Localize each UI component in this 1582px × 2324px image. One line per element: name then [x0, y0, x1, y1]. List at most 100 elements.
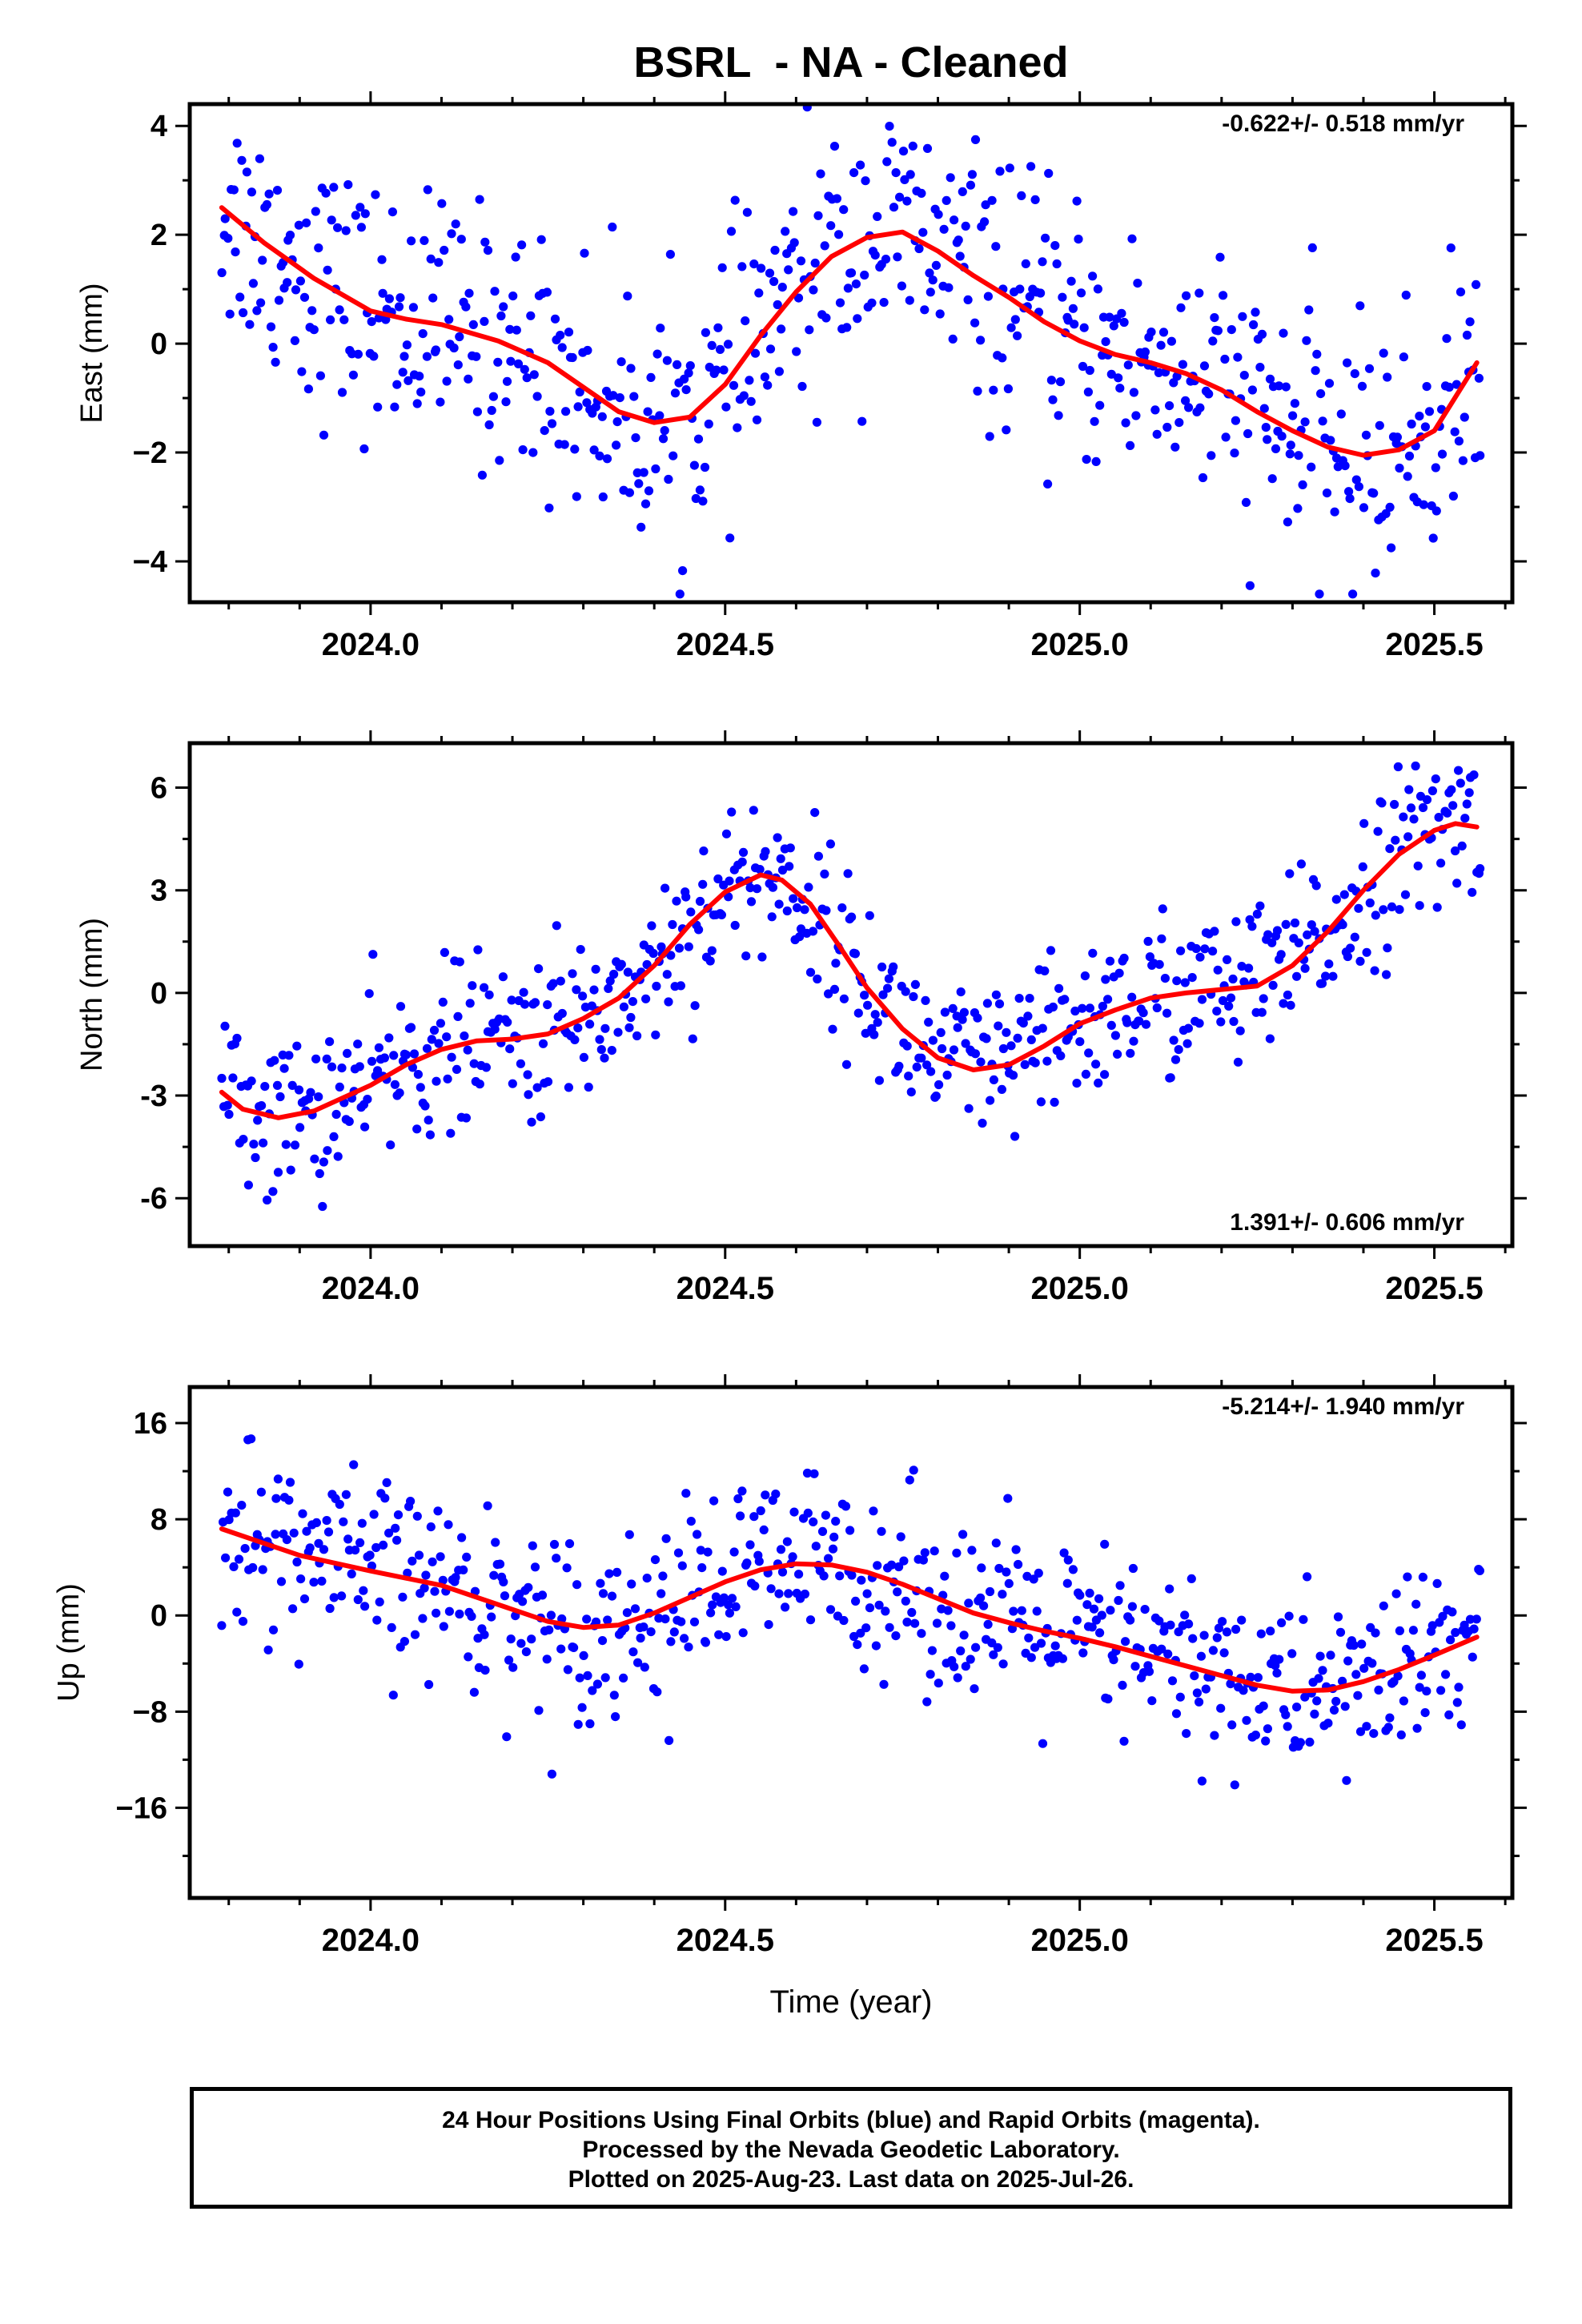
panels: 2024.0 2024.5 2025.0 2025.5 4 2 0 −2 −4 East (mm)…: [52, 91, 1527, 1958]
north-point: [613, 1027, 623, 1037]
north-point: [889, 962, 898, 971]
east-point: [700, 462, 710, 472]
east-point: [658, 434, 669, 444]
north-point: [353, 1039, 363, 1049]
north-point: [355, 1062, 364, 1072]
up-point: [294, 1659, 303, 1669]
east-point: [1220, 354, 1230, 364]
up-point: [247, 1434, 256, 1444]
north-point: [1101, 975, 1110, 984]
up-point: [347, 1569, 356, 1578]
east-point: [701, 328, 711, 337]
east-point: [326, 315, 335, 324]
up-point: [462, 1552, 472, 1562]
east-point: [400, 352, 409, 361]
up-point: [302, 1526, 311, 1536]
up-point: [917, 1629, 926, 1638]
up-point: [922, 1697, 932, 1707]
up-point: [839, 1615, 849, 1626]
up-point: [693, 1530, 702, 1539]
north-point: [978, 1118, 987, 1128]
north-point: [379, 1053, 389, 1063]
north-point: [624, 1023, 634, 1032]
up-x-tick-label: 2024.5: [677, 1923, 774, 1958]
north-point: [757, 952, 767, 962]
east-point: [1385, 502, 1395, 513]
up-point: [1239, 1686, 1248, 1695]
north-point: [1432, 903, 1442, 912]
up-point: [556, 1644, 566, 1654]
up-point: [1469, 1624, 1479, 1634]
north-point: [761, 846, 770, 856]
up-point: [964, 1598, 974, 1608]
up-point: [439, 1622, 448, 1631]
east-point: [631, 433, 640, 443]
up-point: [1038, 1739, 1048, 1748]
north-point: [263, 1195, 272, 1205]
east-point: [1068, 304, 1078, 313]
north-point: [1180, 978, 1190, 987]
up-point: [424, 1679, 434, 1690]
up-point: [1231, 1624, 1241, 1634]
east-point: [1090, 416, 1099, 426]
east-point: [536, 235, 546, 244]
east-point: [897, 281, 906, 291]
north-point: [556, 976, 565, 986]
up-point: [771, 1490, 781, 1499]
east-point: [704, 419, 713, 429]
east-point: [1146, 328, 1156, 337]
up-point: [877, 1526, 886, 1536]
up-point: [1097, 1610, 1106, 1620]
east-point: [495, 456, 504, 465]
north-point: [576, 945, 585, 955]
north-point: [686, 907, 696, 917]
north-point: [507, 995, 516, 1005]
up-point: [1399, 1696, 1408, 1706]
east-point: [291, 285, 301, 295]
north-point: [1145, 952, 1154, 962]
up-point: [530, 1562, 540, 1572]
north-point: [1406, 803, 1416, 813]
north-point: [1233, 1057, 1243, 1067]
up-point: [1216, 1703, 1226, 1713]
up-point: [400, 1637, 409, 1647]
north-point: [604, 983, 613, 993]
up-point: [489, 1570, 499, 1580]
north-point: [1002, 1027, 1011, 1037]
up-point: [1411, 1599, 1421, 1609]
up-point: [686, 1517, 696, 1526]
north-point: [251, 1152, 260, 1163]
up-point: [737, 1486, 747, 1496]
up-point: [1326, 1651, 1335, 1660]
up-point: [483, 1501, 492, 1510]
north-point: [661, 883, 670, 893]
north-point: [609, 969, 619, 979]
east-point: [258, 255, 267, 265]
east-point: [857, 416, 867, 426]
east-point: [813, 211, 823, 220]
east-point: [1227, 325, 1236, 335]
up-point: [1036, 1638, 1046, 1648]
up-point: [322, 1516, 331, 1526]
east-point: [1442, 334, 1452, 344]
up-point: [609, 1691, 619, 1700]
east-point: [939, 224, 949, 234]
north-point: [668, 919, 677, 930]
north-point: [912, 1062, 921, 1072]
up-point: [380, 1494, 390, 1503]
up-point: [794, 1570, 804, 1579]
east-point: [428, 293, 438, 303]
up-point: [703, 1547, 713, 1557]
up-point: [421, 1570, 431, 1580]
east-point: [575, 387, 584, 397]
up-point: [600, 1673, 610, 1683]
north-point: [1272, 926, 1283, 935]
east-point: [406, 236, 416, 246]
up-point: [537, 1590, 548, 1600]
north-x-tick-label: 2025.5: [1385, 1271, 1483, 1306]
up-point: [1438, 1611, 1447, 1621]
north-point: [1013, 1033, 1022, 1043]
up-point: [603, 1615, 612, 1625]
north-point: [465, 999, 475, 1008]
east-point: [1006, 323, 1016, 332]
